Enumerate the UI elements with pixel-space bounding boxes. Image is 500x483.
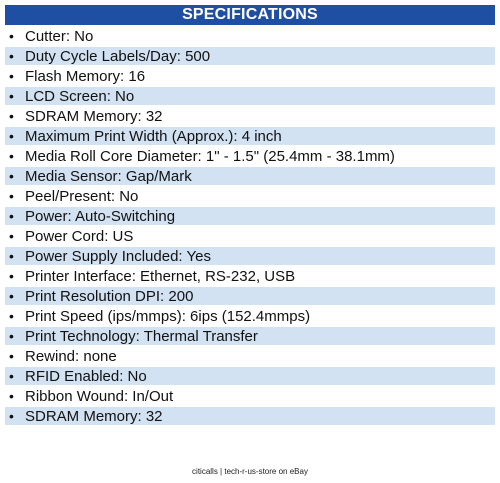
bullet-icon: •	[9, 248, 14, 264]
spec-row-sdram-memory: • SDRAM Memory: 32	[5, 107, 495, 125]
spec-row-flash-memory: • Flash Memory: 16	[5, 67, 495, 85]
spec-row-power: • Power: Auto-Switching	[5, 207, 495, 225]
bullet-icon: •	[9, 148, 14, 164]
bullet-icon: •	[9, 208, 14, 224]
bullet-icon: •	[9, 28, 14, 44]
bullet-icon: •	[9, 388, 14, 404]
spec-text: SDRAM Memory: 32	[25, 107, 163, 125]
spec-row-media-sensor: • Media Sensor: Gap/Mark	[5, 167, 495, 185]
bullet-icon: •	[9, 108, 14, 124]
bullet-icon: •	[9, 128, 14, 144]
spec-row-cutter: • Cutter: No	[5, 27, 495, 45]
footer-credit: citicalls | tech-r-us-store on eBay	[192, 467, 308, 476]
spec-text: LCD Screen: No	[25, 87, 135, 105]
bullet-icon: •	[9, 408, 14, 424]
bullet-icon: •	[9, 348, 14, 364]
spec-text: Duty Cycle Labels/Day: 500	[25, 47, 211, 65]
spec-text: Flash Memory: 16	[25, 67, 146, 85]
spec-text: Power: Auto-Switching	[25, 207, 176, 225]
spec-text: Print Speed (ips/mmps): 6ips (152.4mmps)	[25, 307, 311, 325]
specifications-table: SPECIFICATIONS • Cutter: No • Duty Cycle…	[5, 5, 495, 425]
spec-row-ribbon-wound: • Ribbon Wound: In/Out	[5, 387, 495, 405]
bullet-icon: •	[9, 328, 14, 344]
spec-text: RFID Enabled: No	[25, 367, 147, 385]
bullet-icon: •	[9, 288, 14, 304]
bullet-icon: •	[9, 48, 14, 64]
bullet-icon: •	[9, 368, 14, 384]
spec-row-print-technology: • Print Technology: Thermal Transfer	[5, 327, 495, 345]
spec-row-rfid-enabled: • RFID Enabled: No	[5, 367, 495, 385]
spec-row-lcd-screen: • LCD Screen: No	[5, 87, 495, 105]
spec-text: Print Technology: Thermal Transfer	[25, 327, 258, 345]
spec-row-print-resolution: • Print Resolution DPI: 200	[5, 287, 495, 305]
bullet-icon: •	[9, 228, 14, 244]
spec-row-max-print-width: • Maximum Print Width (Approx.): 4 inch	[5, 127, 495, 145]
spec-text: Maximum Print Width (Approx.): 4 inch	[25, 127, 282, 145]
spec-text: Printer Interface: Ethernet, RS-232, USB	[25, 267, 296, 285]
bullet-icon: •	[9, 168, 14, 184]
spec-text: Power Cord: US	[25, 227, 134, 245]
spec-row-media-roll-core: • Media Roll Core Diameter: 1" - 1.5" (2…	[5, 147, 495, 165]
bullet-icon: •	[9, 188, 14, 204]
bullet-icon: •	[9, 308, 14, 324]
spec-text: Print Resolution DPI: 200	[25, 287, 194, 305]
spec-text: SDRAM Memory: 32	[25, 407, 163, 425]
spec-row-power-supply: • Power Supply Included: Yes	[5, 247, 495, 265]
spec-text: Media Roll Core Diameter: 1" - 1.5" (25.…	[25, 147, 395, 165]
spec-text: Cutter: No	[25, 27, 94, 45]
spec-text: Media Sensor: Gap/Mark	[25, 167, 192, 185]
specifications-header: SPECIFICATIONS	[5, 5, 495, 25]
spec-text: Ribbon Wound: In/Out	[25, 387, 174, 405]
spec-row-rewind: • Rewind: none	[5, 347, 495, 365]
spec-text: Rewind: none	[25, 347, 117, 365]
spec-row-printer-interface: • Printer Interface: Ethernet, RS-232, U…	[5, 267, 495, 285]
spec-row-duty-cycle: • Duty Cycle Labels/Day: 500	[5, 47, 495, 65]
spec-row-sdram-memory-2: • SDRAM Memory: 32	[5, 407, 495, 425]
spec-text: Peel/Present: No	[25, 187, 139, 205]
bullet-icon: •	[9, 68, 14, 84]
spec-row-peel-present: • Peel/Present: No	[5, 187, 495, 205]
spec-row-power-cord: • Power Cord: US	[5, 227, 495, 245]
spec-text: Power Supply Included: Yes	[25, 247, 211, 265]
bullet-icon: •	[9, 268, 14, 284]
bullet-icon: •	[9, 88, 14, 104]
spec-row-print-speed: • Print Speed (ips/mmps): 6ips (152.4mmp…	[5, 307, 495, 325]
